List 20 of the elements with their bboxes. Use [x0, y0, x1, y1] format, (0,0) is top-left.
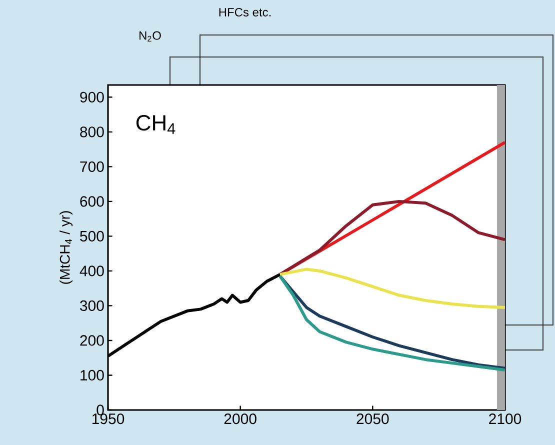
y-tick-label: 800: [80, 126, 104, 138]
y-tick-label: 100: [80, 370, 104, 381]
y-tick-label: 700: [80, 161, 104, 172]
x-tick-label: 1950: [92, 414, 124, 424]
x-tick-label: 2100: [489, 414, 522, 424]
y-tick-label: 600: [80, 196, 104, 207]
y-tick-label: 500: [80, 230, 104, 242]
line-series: [278, 200, 505, 276]
y-tick-label: 400: [80, 266, 104, 276]
line-series: [278, 268, 505, 309]
y-tick-label: 900: [80, 92, 104, 102]
text: CH$_{4}$: [136, 115, 176, 134]
x-tick-label: 2000: [224, 414, 256, 424]
y-tick-label: 0: [96, 404, 104, 416]
y-tick-label: 300: [80, 300, 104, 312]
text: HFCs etc.: [219, 8, 271, 16]
x-tick-label: 2050: [356, 414, 389, 424]
text: N$_{2}$O: [140, 31, 161, 42]
y-axis-title: (MtCH$_{4}$ / yr): [60, 211, 73, 284]
y-tick-label: 200: [80, 335, 104, 346]
